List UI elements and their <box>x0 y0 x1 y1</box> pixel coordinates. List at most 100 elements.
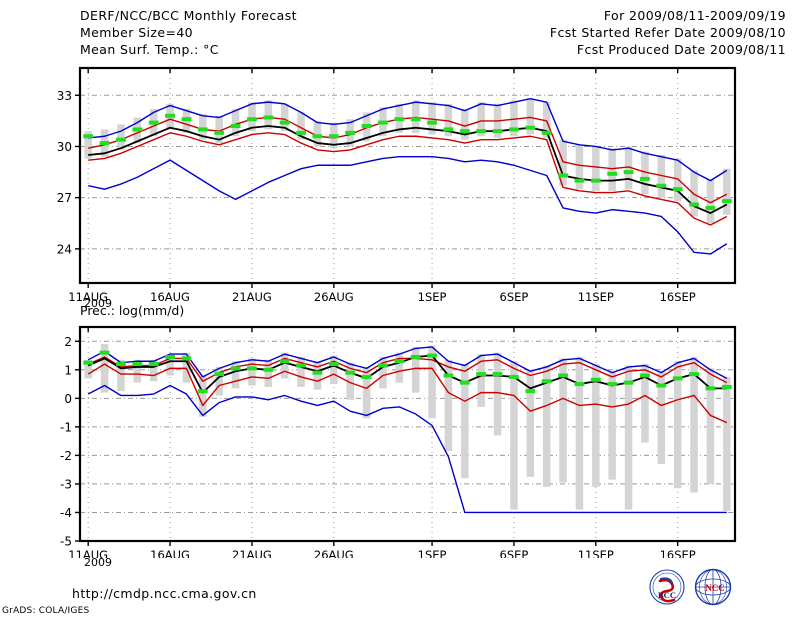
spread-bar <box>280 103 289 132</box>
precip-panel-label: Prec.: log(mm/d) <box>80 303 185 318</box>
spread-bar <box>559 139 567 186</box>
spread-bar <box>673 361 682 489</box>
spread-bar <box>444 359 453 452</box>
spread-bar <box>100 344 109 393</box>
x-axis-tick-label: 11SEP <box>578 290 614 304</box>
series-line <box>88 116 728 204</box>
y-axis-tick-label: -3 <box>60 477 72 491</box>
fcst-produced-date-label: Fcst Produced Date 2009/08/11 <box>576 42 786 57</box>
x-axis-tick-label: 26AUG <box>314 290 354 304</box>
bcc-logo-text: BCC <box>658 590 676 600</box>
agency-logos: BCC NCC <box>645 568 755 608</box>
temp-panel-label: Mean Surf. Temp.: °C <box>80 42 219 57</box>
y-axis-tick-label: 30 <box>57 140 72 154</box>
ncc-logo-text: NCC <box>705 583 725 593</box>
member-size-label: Member Size=40 <box>80 25 194 40</box>
spread-bar <box>624 365 633 510</box>
series-line <box>87 346 728 379</box>
series-line <box>87 384 727 514</box>
spread-bar <box>379 356 387 389</box>
spread-bar <box>641 151 649 195</box>
x-axis-tick-label: 1SEP <box>418 290 447 304</box>
spread-bar <box>575 356 584 510</box>
spread-bar <box>706 368 715 484</box>
spread-bar <box>313 120 322 147</box>
x-axis-tick-label: 21AUG <box>232 290 272 304</box>
x-axis-tick-label: 6SEP <box>500 290 529 304</box>
spread-bar <box>510 100 518 137</box>
spread-bar <box>215 115 223 144</box>
spread-bar <box>608 148 616 191</box>
grads-credit: GrADS: COLA/IGES <box>2 606 90 616</box>
spread-bar <box>542 102 551 138</box>
website-url[interactable]: http://cmdp.ncc.cma.gov.cn <box>72 586 257 601</box>
x-axis-tick-label: 6SEP <box>500 548 529 558</box>
x-axis-tick-label: 16SEP <box>660 290 696 304</box>
y-axis-tick-label: 1 <box>64 363 72 377</box>
spread-bar <box>657 155 666 198</box>
x-axis-tick-label: 16AUG <box>150 548 190 558</box>
fcst-start-date-label: Fcst Started Refer Date 2009/08/10 <box>549 25 786 40</box>
spread-bar <box>641 364 649 443</box>
spread-bar <box>149 359 158 382</box>
spread-bar <box>231 361 240 389</box>
y-axis-tick-label: -2 <box>60 449 72 463</box>
spread-bar <box>428 102 436 135</box>
x-axis-tick-label: 21AUG <box>232 548 272 558</box>
spread-bar <box>248 358 256 386</box>
series-line <box>87 356 728 384</box>
temperature-plot-svg: 24 27 30 33 11AUG 16AUG 21AUG 26AUG 1SEP 6SEP 11SE… <box>57 66 737 304</box>
x-axis-tick-label: 11AUG <box>68 548 108 558</box>
spread-bar <box>444 103 453 137</box>
spread-bar <box>280 352 289 379</box>
x-axis-tick-label: 16AUG <box>150 290 190 304</box>
forecast-period-label: For 2009/08/11-2009/09/19 <box>603 8 786 23</box>
y-axis-tick-label: 24 <box>57 242 72 256</box>
spread-bar <box>297 112 305 140</box>
ensemble-spread-bars <box>84 344 731 512</box>
spread-bar <box>199 375 207 417</box>
spread-bar <box>461 108 469 140</box>
spread-bar <box>592 364 600 487</box>
y-axis-tick-label: 33 <box>57 89 72 103</box>
spread-bar <box>461 364 469 479</box>
spread-bar <box>477 102 485 137</box>
x-axis-tick-label: 11AUG <box>68 290 108 304</box>
spread-bar <box>559 358 567 483</box>
series-line <box>88 132 728 226</box>
spread-bar <box>117 124 125 150</box>
spread-bar <box>608 371 616 480</box>
temperature-chart: 24 27 30 33 11AUG 16AUG 21AUG 26AUG 1SEP 6SEP 11SE… <box>0 60 800 305</box>
ensemble-spread-bars <box>84 98 731 224</box>
spread-bar <box>362 366 371 419</box>
median-marker-series <box>83 113 732 210</box>
series-line <box>88 98 728 182</box>
spread-bar <box>215 366 223 396</box>
spread-bar <box>346 362 354 400</box>
spread-bar <box>723 168 731 215</box>
spread-bar <box>117 359 125 392</box>
spread-bar <box>264 359 273 387</box>
y-axis-tick-label: -4 <box>60 506 72 520</box>
spread-bar <box>395 352 404 383</box>
y-axis-tick-label: 2 <box>64 335 72 349</box>
spread-bar <box>231 108 240 137</box>
spread-bar <box>182 352 191 383</box>
y-axis-tick-label: -5 <box>60 535 72 549</box>
x-axis-tick-label: 11SEP <box>578 548 614 558</box>
spread-bar <box>84 131 92 159</box>
spread-bar <box>166 354 174 376</box>
spread-bar <box>690 356 698 493</box>
median-marker-series <box>83 350 732 394</box>
spread-bar <box>411 100 420 133</box>
year-label-top: 2009 <box>84 297 112 310</box>
series-line <box>88 156 728 255</box>
spread-bar <box>624 146 633 190</box>
series-line <box>87 363 728 424</box>
spread-bar <box>723 376 731 512</box>
logo-group-svg: BCC NCC <box>649 568 732 606</box>
year-label-bottom: 2009 <box>84 556 112 569</box>
forecast-title: DERF/NCC/BCC Monthly Forecast <box>80 8 297 23</box>
spread-bar <box>330 355 338 385</box>
